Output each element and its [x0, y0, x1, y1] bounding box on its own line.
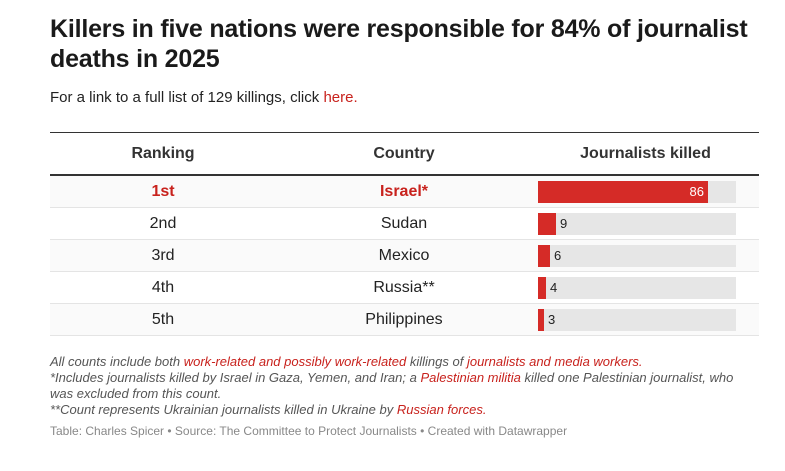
bar-track: 3 [538, 308, 736, 331]
note-1-text-a: All counts include both [50, 354, 184, 369]
chart-description: For a link to a full list of 129 killing… [50, 88, 760, 108]
country-cell: Israel* [276, 175, 532, 208]
bar-cell: 3 [532, 303, 759, 336]
bar-value-label: 6 [554, 247, 562, 263]
bar-track: 6 [538, 244, 736, 267]
bar-value-label: 3 [548, 311, 556, 327]
table-row: 1st Israel* 86 [50, 175, 759, 208]
table-row: 3rd Mexico 6 [50, 239, 759, 272]
bar-track: 4 [538, 276, 736, 299]
ranking-table: Ranking Country Journalists killed 1st Is… [50, 132, 759, 336]
ranking-cell: 2nd [50, 207, 276, 240]
bar-cell: 4 [532, 271, 759, 304]
bar-fill [538, 276, 546, 299]
ranking-cell: 4th [50, 271, 276, 304]
bar-fill [538, 180, 708, 203]
table-body: 1st Israel* 86 2nd Sudan 9 3rd Mexico 6 4th Russia… [50, 175, 759, 336]
table-row: 2nd Sudan 9 [50, 207, 759, 240]
note-1-link-work-related[interactable]: work-related and possibly work-related [183, 354, 407, 369]
note-line-2: *Includes journalists killed by Israel i… [50, 370, 760, 402]
note-2-text-b: killed one Palestinian journalist, who w… [50, 370, 734, 401]
description-link[interactable]: here. [323, 89, 358, 106]
ranking-cell: 3rd [50, 239, 276, 272]
table-row: 4th Russia** 4 [50, 271, 759, 304]
bar-track: 86 [538, 180, 736, 203]
country-cell: Mexico [276, 239, 532, 272]
description-text: For a link to a full list of 129 killing… [50, 89, 324, 106]
bar-value-label: 86 [689, 183, 704, 199]
bar-value-label: 4 [550, 279, 558, 295]
note-2-link-palestinian-militia[interactable]: Palestinian militia [420, 370, 521, 385]
ranking-cell: 1st [50, 175, 276, 208]
country-cell: Philippines [276, 303, 532, 336]
country-cell: Russia** [276, 271, 532, 304]
bar-cell: 86 [532, 175, 759, 208]
note-3-link-russian-forces[interactable]: Russian forces. [396, 402, 487, 417]
note-line-1: All counts include both work-related and… [50, 354, 760, 370]
chart-container: Killers in five nations were responsible… [50, 14, 760, 439]
chart-footer: Table: Charles Spicer • Source: The Comm… [50, 424, 568, 438]
country-cell: Sudan [276, 207, 532, 240]
table-row: 5th Philippines 3 [50, 303, 759, 336]
bar-fill [538, 244, 550, 267]
bar-track: 9 [538, 212, 736, 235]
note-1-link-journalists[interactable]: journalists and media workers. [466, 354, 643, 369]
bar-fill [538, 212, 556, 235]
bar-value-label: 9 [560, 215, 568, 231]
note-line-3: **Count represents Ukrainian journalists… [50, 402, 760, 418]
chart-notes: All counts include both work-related and… [50, 354, 760, 418]
bar-cell: 6 [532, 239, 759, 272]
chart-title: Killers in five nations were responsible… [50, 15, 748, 73]
note-3-text-a: **Count represents Ukrainian journalists… [50, 402, 397, 417]
bar-fill [538, 308, 544, 331]
ranking-cell: 5th [50, 303, 276, 336]
note-1-text-b: killings of [406, 354, 467, 369]
header-country: Country [276, 132, 532, 176]
note-2-text-a: *Includes journalists killed by Israel i… [50, 370, 421, 385]
header-journalists-killed: Journalists killed [532, 132, 759, 176]
table-header-row: Ranking Country Journalists killed [50, 132, 759, 176]
header-ranking: Ranking [50, 132, 276, 176]
bar-cell: 9 [532, 207, 759, 240]
